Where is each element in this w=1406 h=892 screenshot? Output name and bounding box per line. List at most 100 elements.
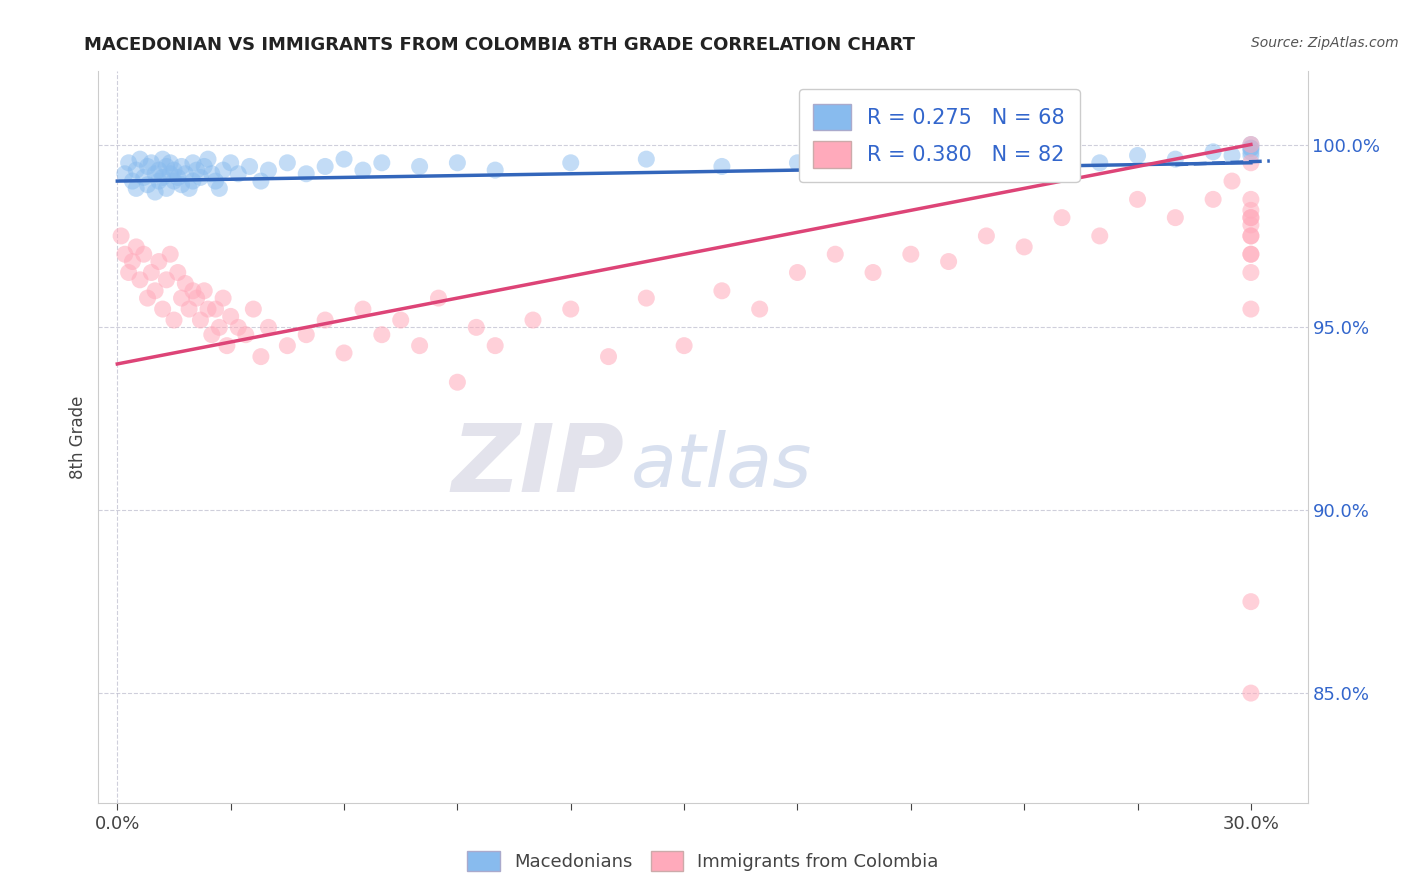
Point (1240, 266, 1263, 280)
Point (166, 170, 188, 185)
Point (118, 156, 141, 170)
Point (239, 160, 262, 174)
Point (408, 339, 430, 353)
Point (170, 178, 193, 192)
Point (352, 163, 374, 178)
Point (295, 327, 318, 342)
Point (314, 313, 336, 327)
Point (1220, 174, 1243, 188)
Point (170, 160, 193, 174)
Point (143, 284, 166, 298)
Point (1240, 141, 1263, 155)
Point (174, 167, 197, 181)
Point (938, 156, 960, 170)
Point (522, 313, 544, 327)
Point (484, 163, 506, 178)
Point (212, 291, 235, 305)
Point (786, 266, 808, 280)
Point (1088, 156, 1111, 170)
Point (204, 302, 226, 317)
Point (152, 152, 174, 166)
Point (1240, 137, 1263, 152)
Point (121, 174, 143, 188)
Point (132, 170, 155, 185)
Point (862, 266, 884, 280)
Point (129, 152, 152, 166)
Point (212, 163, 235, 178)
Point (118, 266, 141, 280)
Legend: R = 0.275   N = 68, R = 0.380   N = 82: R = 0.275 N = 68, R = 0.380 N = 82 (799, 89, 1080, 182)
Text: Source: ZipAtlas.com: Source: ZipAtlas.com (1251, 36, 1399, 50)
Point (136, 160, 159, 174)
Point (748, 302, 770, 317)
Point (155, 273, 177, 287)
Point (257, 320, 280, 334)
Point (163, 163, 186, 178)
Point (1240, 229, 1263, 244)
Point (314, 160, 336, 174)
Point (136, 178, 159, 192)
Point (155, 181, 177, 195)
Point (148, 163, 170, 178)
Point (1088, 229, 1111, 244)
Text: atlas: atlas (630, 430, 811, 502)
Point (900, 247, 922, 261)
Point (143, 185, 166, 199)
Point (1240, 686, 1263, 700)
Point (1240, 218, 1263, 232)
Point (114, 247, 136, 261)
Text: ZIP: ZIP (451, 420, 624, 512)
Point (235, 327, 257, 342)
Point (1012, 240, 1035, 254)
Point (250, 174, 273, 188)
Point (179, 302, 201, 317)
Point (155, 160, 177, 174)
Point (786, 156, 808, 170)
Point (257, 163, 280, 178)
Point (333, 346, 356, 360)
Point (132, 247, 155, 261)
Point (484, 339, 506, 353)
Point (197, 152, 219, 166)
Point (333, 152, 356, 166)
Point (710, 284, 733, 298)
Point (446, 156, 468, 170)
Point (204, 174, 226, 188)
Point (1202, 193, 1225, 207)
Point (143, 167, 166, 181)
Point (1240, 247, 1263, 261)
Point (152, 170, 174, 185)
Point (125, 181, 148, 195)
Point (179, 181, 201, 195)
Point (141, 156, 163, 170)
Point (1240, 247, 1263, 261)
Point (219, 156, 242, 170)
Point (1164, 152, 1187, 166)
Point (159, 156, 181, 170)
Point (1240, 145, 1263, 159)
Point (181, 284, 204, 298)
Point (193, 284, 215, 298)
Point (1240, 203, 1263, 218)
Point (148, 254, 170, 268)
Point (163, 174, 186, 188)
Point (174, 277, 197, 291)
Point (446, 376, 468, 390)
Point (276, 339, 298, 353)
Point (673, 339, 696, 353)
Point (276, 156, 298, 170)
Point (129, 273, 152, 287)
Point (1240, 595, 1263, 609)
Point (938, 254, 960, 268)
Point (636, 291, 658, 305)
Point (1240, 137, 1263, 152)
Point (125, 163, 148, 178)
Point (862, 152, 884, 166)
Point (976, 229, 998, 244)
Point (636, 152, 658, 166)
Point (197, 302, 219, 317)
Point (1164, 211, 1187, 225)
Point (1202, 145, 1225, 159)
Point (181, 174, 204, 188)
Point (125, 240, 148, 254)
